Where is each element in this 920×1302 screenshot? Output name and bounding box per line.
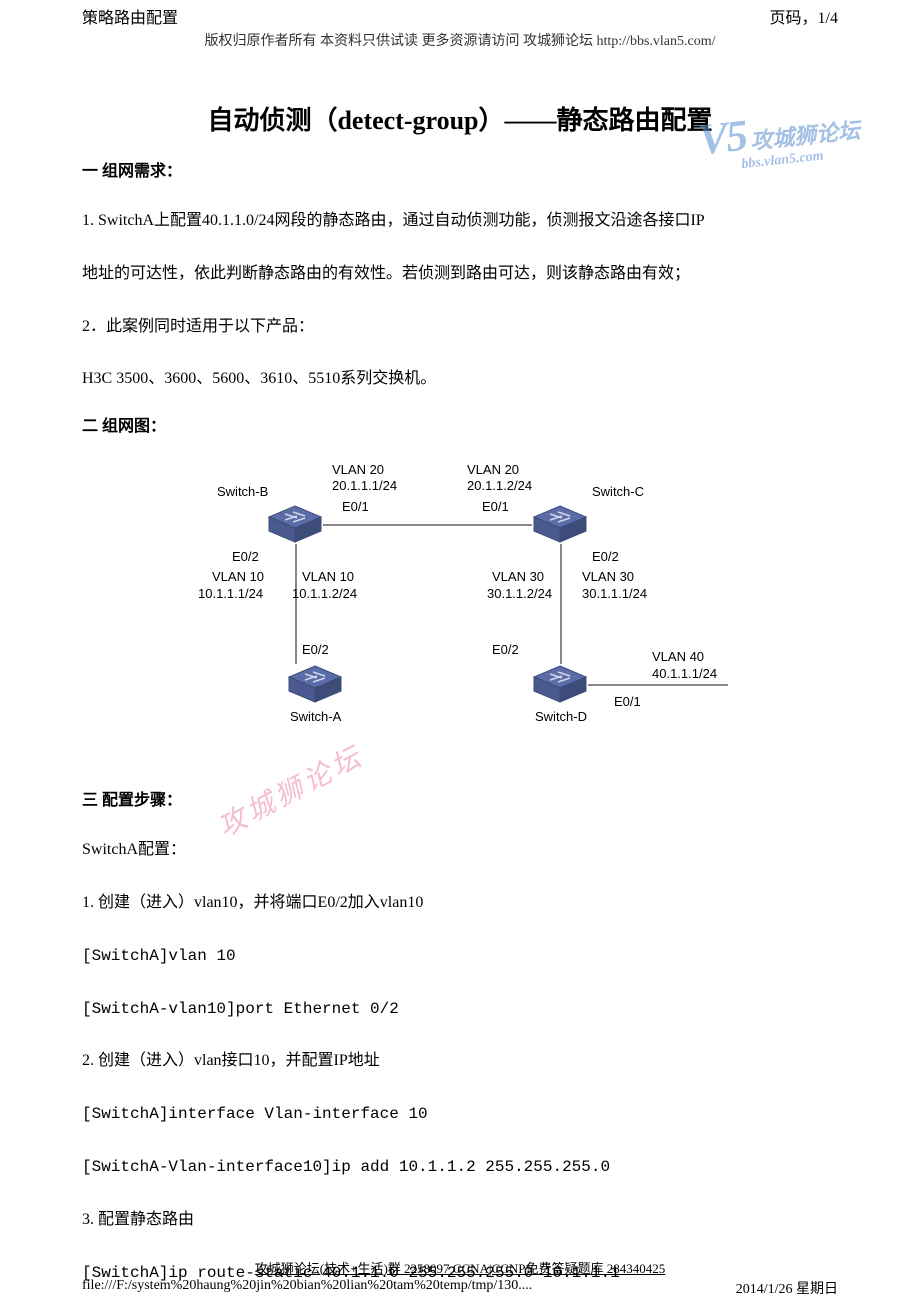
s3-p3: 3. 配置静态路由 bbox=[82, 1198, 838, 1243]
e02-c: E0/2 bbox=[592, 549, 619, 564]
ip-d-e02: 30.1.1.2/24 bbox=[487, 586, 552, 601]
e02-b: E0/2 bbox=[232, 549, 259, 564]
vlan10-a: VLAN 10 bbox=[302, 569, 354, 584]
page-title: 自动侦测（detect-group）——静态路由配置 bbox=[82, 100, 838, 137]
switch-c-label: Switch-C bbox=[592, 484, 644, 499]
switch-d-icon bbox=[532, 664, 588, 704]
vlan30-c: VLAN 30 bbox=[582, 569, 634, 584]
ip-b-e01: 20.1.1.1/24 bbox=[332, 478, 397, 493]
e01-d: E0/1 bbox=[614, 694, 641, 709]
vlan20-left: VLAN 20 bbox=[332, 462, 384, 477]
s3-p1: 1. 创建（进入）vlan10，并将端口E0/2加入vlan10 bbox=[82, 881, 838, 926]
copyright-line: 版权归原作者所有 本资料只供试读 更多资源请访问 攻城狮论坛 http://bb… bbox=[0, 28, 920, 60]
switch-a-icon bbox=[287, 664, 343, 704]
ip-c-e02: 30.1.1.1/24 bbox=[582, 586, 647, 601]
link-b-c bbox=[323, 524, 532, 526]
s3-c1: [SwitchA]vlan 10 bbox=[82, 934, 838, 979]
ip-a-e02: 10.1.1.2/24 bbox=[292, 586, 357, 601]
switch-b-icon bbox=[267, 504, 323, 544]
s1-p1: 1. SwitchA上配置40.1.1.0/24网段的静态路由，通过自动侦测功能… bbox=[82, 199, 838, 244]
vlan20-right: VLAN 20 bbox=[467, 462, 519, 477]
s3-c3: [SwitchA]interface Vlan-interface 10 bbox=[82, 1092, 838, 1137]
page-header: 策略路由配置 页码，1/4 bbox=[0, 0, 920, 28]
link-b-a bbox=[295, 544, 297, 664]
network-diagram: Switch-B Switch-C Switch-A Switch-D VLAN… bbox=[182, 454, 742, 774]
link-d-vlan40 bbox=[588, 684, 728, 686]
footer-path: file:///F:/system%20haung%20jin%20bian%2… bbox=[82, 1278, 532, 1298]
section-1-heading: 一 组网需求： bbox=[82, 157, 838, 181]
section-3-heading: 三 配置步骤： bbox=[82, 786, 838, 810]
vlan30-d: VLAN 30 bbox=[492, 569, 544, 584]
switch-c-icon bbox=[532, 504, 588, 544]
footer-groups: 攻城狮论坛(技术+生活)群 2258097 CCNA|CCNP免费答疑题库 28… bbox=[82, 1258, 838, 1277]
ip-c-e01: 20.1.1.2/24 bbox=[467, 478, 532, 493]
header-left: 策略路由配置 bbox=[82, 4, 178, 28]
ip-d-e01: 40.1.1.1/24 bbox=[652, 666, 717, 681]
vlan40: VLAN 40 bbox=[652, 649, 704, 664]
switch-a-label: Switch-A bbox=[290, 709, 341, 724]
s1-p3: 2．此案例同时适用于以下产品： bbox=[82, 305, 838, 350]
footer-date: 2014/1/26 星期日 bbox=[736, 1278, 838, 1298]
e02-a: E0/2 bbox=[302, 642, 329, 657]
e02-d: E0/2 bbox=[492, 642, 519, 657]
vlan10-b: VLAN 10 bbox=[212, 569, 264, 584]
s3-c2: [SwitchA-vlan10]port Ethernet 0/2 bbox=[82, 987, 838, 1032]
e01-c: E0/1 bbox=[482, 499, 509, 514]
s1-p4: H3C 3500、3600、5600、3610、5510系列交换机。 bbox=[82, 357, 838, 402]
header-right: 页码，1/4 bbox=[770, 4, 838, 28]
e01-b: E0/1 bbox=[342, 499, 369, 514]
s1-p2: 地址的可达性，依此判断静态路由的有效性。若侦测到路由可达，则该静态路由有效； bbox=[82, 252, 838, 297]
page-footer: 攻城狮论坛(技术+生活)群 2258097 CCNA|CCNP免费答疑题库 28… bbox=[0, 1258, 920, 1298]
section-2-heading: 二 组网图： bbox=[82, 412, 838, 436]
ip-b-e02: 10.1.1.1/24 bbox=[198, 586, 263, 601]
s3-sub: SwitchA配置： bbox=[82, 828, 838, 873]
link-c-d bbox=[560, 544, 562, 664]
switch-b-label: Switch-B bbox=[217, 484, 268, 499]
s3-p2: 2. 创建（进入）vlan接口10，并配置IP地址 bbox=[82, 1039, 838, 1084]
document-body: 自动侦测（detect-group）——静态路由配置 一 组网需求： 1. Sw… bbox=[0, 60, 920, 1295]
switch-d-label: Switch-D bbox=[535, 709, 587, 724]
s3-c4: [SwitchA-Vlan-interface10]ip add 10.1.1.… bbox=[82, 1145, 838, 1190]
